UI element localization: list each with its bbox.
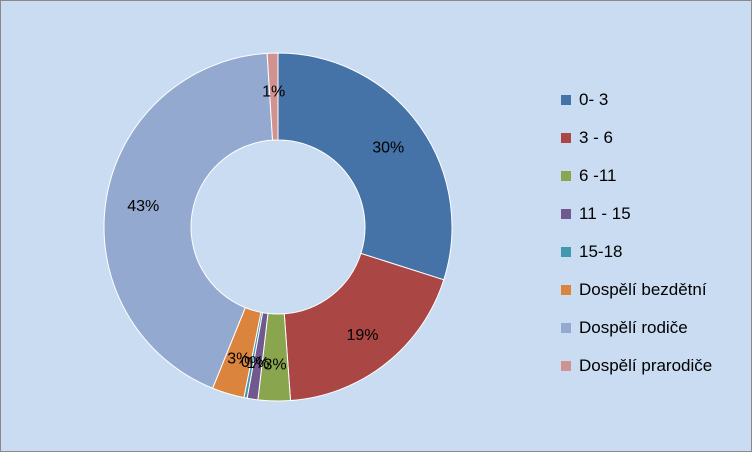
legend-label: 11 - 15 [579,204,631,223]
legend-label: Dospělí prarodiče [579,356,713,375]
legend-label: 0- 3 [579,90,609,109]
data-label-4: 1% [246,355,269,372]
data-label-1: 30% [372,139,404,156]
legend-label: 6 -11 [579,166,617,185]
legend-item-2: 3 - 6 [561,119,751,157]
legend-label: 15-18 [579,242,623,261]
slice-7 [103,52,274,389]
legend-swatch [561,209,571,219]
data-label-2: 19% [346,327,378,344]
data-label-3: 3% [263,356,286,373]
legend-label: Dospělí rodiče [579,318,688,337]
legend-item-6: Dospělí bezdětní [561,271,751,309]
legend-swatch [561,285,571,295]
slice-labels-group: 30%19%3%1%0%3%43%1% [127,84,404,374]
legend-item-3: 6 -11 [561,157,751,195]
slices-group [103,52,453,402]
slice-8 [266,52,279,141]
legend-swatch [561,171,571,181]
data-label-6: 3% [227,351,250,368]
legend-label: Dospělí bezdětní [579,280,707,299]
legend-swatch [561,133,571,143]
legend: 0- 3 3 - 6 6 -11 11 - 15 15-18 Dospělí bezdět… [561,81,751,385]
legend-item-1: 0- 3 [561,81,751,119]
legend-label: 3 - 6 [579,128,614,147]
legend-item-7: Dospělí rodiče [561,309,751,347]
legend-swatch [561,323,571,333]
data-label-8: 1% [262,84,285,101]
data-label-7: 43% [127,198,159,215]
legend-item-8: Dospělí prarodiče [561,347,751,385]
slice-2 [283,252,445,402]
data-label-5: 0% [241,354,264,371]
legend-item-5: 15-18 [561,233,751,271]
legend-swatch [561,247,571,257]
slice-1 [277,52,453,281]
legend-swatch [561,95,571,105]
legend-item-4: 11 - 15 [561,195,751,233]
legend-swatch [561,361,571,371]
